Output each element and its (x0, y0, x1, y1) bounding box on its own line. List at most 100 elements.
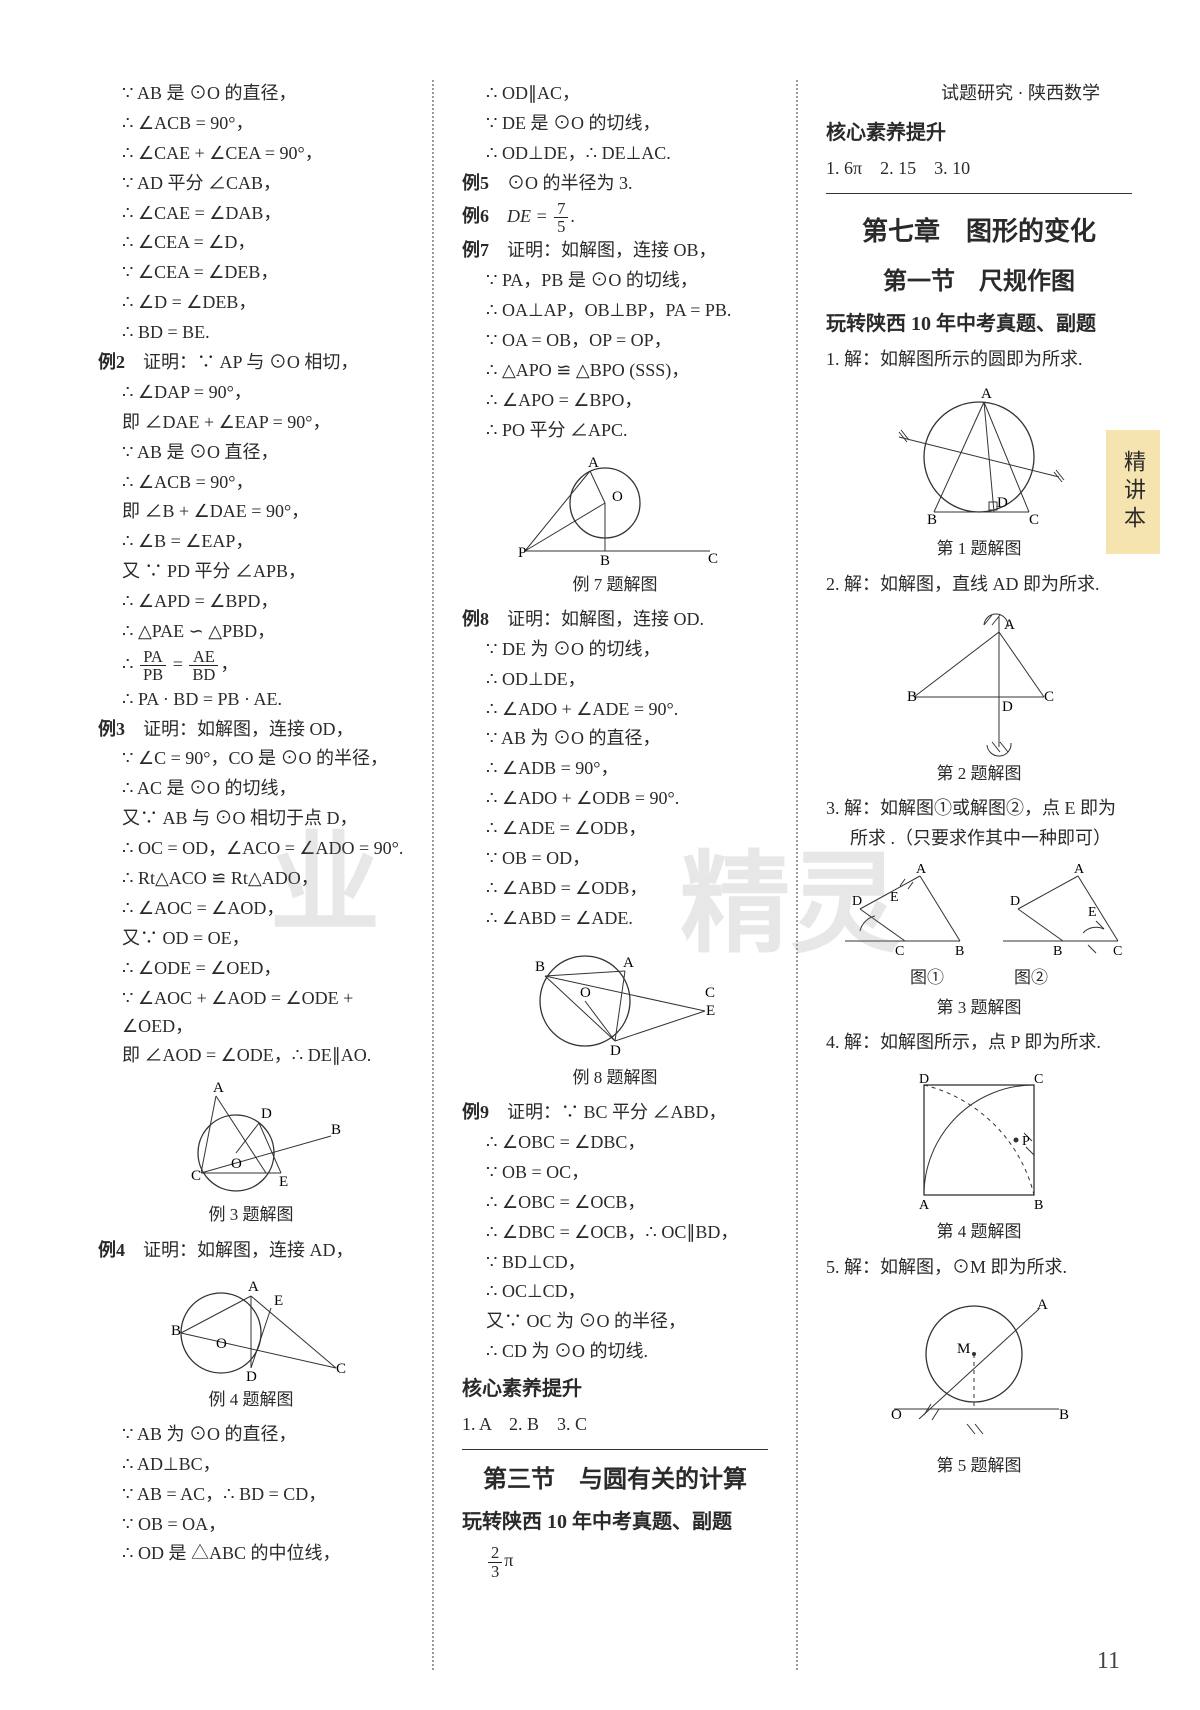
question-5-figure: A M O B 第 5 题解图 (826, 1289, 1132, 1479)
proof-line: ∴ PO 平分 ∠APC. (462, 417, 768, 445)
proof-line: ∴ ∠ODE = ∠OED， (98, 955, 404, 983)
question-4: 4. 解：如解图所示，点 P 即为所求. (826, 1029, 1132, 1057)
svg-text:C: C (1034, 1072, 1043, 1087)
svg-text:C: C (705, 985, 715, 1001)
svg-text:D: D (610, 1043, 621, 1059)
proof-line: ∴ CD 为 ⊙O 的切线. (462, 1338, 768, 1366)
svg-text:B: B (171, 1323, 181, 1339)
svg-text:B: B (955, 944, 964, 959)
page-header: 试题研究 · 陕西数学 (941, 80, 1100, 108)
proof-line: ∵ AB 为 ⊙O 的直径， (98, 1421, 404, 1449)
column-3: 核心素养提升 1. 6π 2. 15 3. 10 第七章 图形的变化 第一节 尺… (818, 80, 1140, 1670)
question-4-figure: D C A B P 第 4 题解图 (826, 1065, 1132, 1245)
svg-text:A: A (981, 386, 992, 402)
svg-text:B: B (1059, 1407, 1069, 1423)
svg-text:A: A (916, 862, 927, 877)
answer-line: 1. A 2. B 3. C (462, 1411, 768, 1439)
proof-line: ∴ Rt△ACO ≌ Rt△ADO， (98, 865, 404, 893)
svg-text:D: D (246, 1369, 257, 1383)
column-1: ∵ AB 是 ⊙O 的直径， ∴ ∠ACB = 90°， ∴ ∠CAE + ∠C… (90, 80, 412, 1670)
svg-text:A: A (248, 1279, 259, 1295)
svg-text:C: C (1044, 689, 1054, 705)
svg-text:E: E (274, 1293, 283, 1309)
proof-line: ∵ AD 平分 ∠CAB， (98, 170, 404, 198)
proof-line: ∵ OA = OB，OP = OP， (462, 327, 768, 355)
proof-line: ∴ OC = OD，∠ACO = ∠ADO = 90°. (98, 835, 404, 863)
question-1: 1. 解：如解图所示的圆即为所求. (826, 346, 1132, 374)
proof-line: 又 ∵ PD 平分 ∠APB， (98, 558, 404, 586)
proof-line: ∵ BD⊥CD， (462, 1249, 768, 1277)
svg-text:E: E (279, 1174, 288, 1190)
proof-line: ∴ ∠ADB = 90°， (462, 755, 768, 783)
proof-line: ∵ AB 是 ⊙O 直径， (98, 439, 404, 467)
svg-text:A: A (919, 1198, 930, 1213)
proof-line: ∴ ∠B = ∠EAP， (98, 528, 404, 556)
question-3-figure: A D E C B A D E B C (826, 861, 1132, 1022)
figure-caption: 图① (910, 965, 944, 991)
svg-text:M: M (957, 1341, 970, 1357)
proof-line: ∴ ∠ACB = 90°， (98, 110, 404, 138)
svg-text:P: P (518, 545, 526, 561)
svg-text:C: C (1029, 512, 1039, 528)
svg-text:O: O (580, 985, 591, 1001)
figure-caption: 第 2 题解图 (826, 761, 1132, 787)
proof-line: ∴ ∠ABD = ∠ODB， (462, 875, 768, 903)
column-divider (432, 80, 434, 1670)
svg-text:A: A (623, 955, 634, 971)
proof-line: ∴ △APO ≌ △BPO (SSS)， (462, 357, 768, 385)
proof-line: ∴ ∠ADO + ∠ODB = 90°. (462, 785, 768, 813)
proof-line: ∵ DE 为 ⊙O 的切线， (462, 636, 768, 664)
proof-line: ∴ ∠DBC = ∠OCB，∴ OC∥BD， (462, 1219, 768, 1247)
proof-line: ∵ AB = AC，∴ BD = CD， (98, 1481, 404, 1509)
question-2: 2. 解：如解图，直线 AD 即为所求. (826, 571, 1132, 599)
svg-text:O: O (216, 1336, 227, 1352)
play-title: 玩转陕西 10 年中考真题、副题 (462, 1507, 768, 1538)
answer-line: 1. 6π 2. 15 3. 10 (826, 155, 1132, 183)
svg-text:C: C (1113, 944, 1122, 959)
proof-line: ∴ ∠CAE + ∠CEA = 90°， (98, 140, 404, 168)
question-3b: 所求 .（只要求作其中一种即可） (826, 825, 1132, 853)
section-title: 第一节 尺规作图 (826, 264, 1132, 301)
proof-line: ∴ ∠OBC = ∠DBC， (462, 1129, 768, 1157)
proof-line: ∴ ∠APO = ∠BPO， (462, 387, 768, 415)
proof-line: ∴ ∠ABD = ∠ADE. (462, 905, 768, 933)
svg-text:D: D (261, 1106, 272, 1122)
proof-line: ∴ OD∥AC， (462, 80, 768, 108)
figure-caption: 例 4 题解图 (98, 1387, 404, 1413)
page-content: ∵ AB 是 ⊙O 的直径， ∴ ∠ACB = 90°， ∴ ∠CAE + ∠C… (0, 0, 1200, 1710)
proof-line: ∴ ∠ADO + ∠ADE = 90°. (462, 696, 768, 724)
proof-line: ∴ OC⊥CD， (462, 1278, 768, 1306)
svg-text:C: C (191, 1168, 201, 1184)
proof-line: 即 ∠AOD = ∠ODE，∴ DE∥AO. (98, 1042, 404, 1070)
svg-text:D: D (919, 1072, 929, 1087)
proof-line: ∵ OB = OC， (462, 1159, 768, 1187)
proof-line: ∵ PA，PB 是 ⊙O 的切线， (462, 267, 768, 295)
svg-text:B: B (907, 689, 917, 705)
example-9-header: 例9 证明：∵ BC 平分 ∠ABD， (462, 1099, 768, 1127)
example-2-header: 例2 证明：∵ AP 与 ⊙O 相切， (98, 349, 404, 377)
svg-text:A: A (588, 455, 599, 471)
chapter-title: 第七章 图形的变化 (826, 212, 1132, 252)
svg-text:A: A (213, 1080, 224, 1096)
column-divider (796, 80, 798, 1670)
svg-text:D: D (1002, 699, 1013, 715)
svg-text:E: E (706, 1003, 715, 1019)
example-4-header: 例4 证明：如解图，连接 AD， (98, 1237, 404, 1265)
section-3-title: 第三节 与圆有关的计算 (462, 1462, 768, 1499)
side-tab: 精讲本 (1106, 430, 1160, 554)
example-4-figure: A E B O D C 例 4 题解图 (98, 1273, 404, 1413)
example-7-header: 例7 证明：如解图，连接 OB， (462, 237, 768, 265)
proof-line: ∴ OD 是 △ABC 的中位线， (98, 1540, 404, 1568)
svg-text:B: B (1034, 1198, 1043, 1213)
svg-text:A: A (1037, 1297, 1048, 1313)
svg-text:O: O (612, 489, 623, 505)
core-competency-title: 核心素养提升 (462, 1374, 768, 1405)
proof-line: ∴ PA · BD = PB · AE. (98, 686, 404, 714)
proof-line: ∵ ∠CEA = ∠DEB， (98, 259, 404, 287)
svg-text:B: B (927, 512, 937, 528)
svg-text:D: D (997, 495, 1008, 511)
page-number: 11 (1097, 1643, 1120, 1680)
figure-caption: 图② (1014, 965, 1048, 991)
proof-line: ∴ AC 是 ⊙O 的切线， (98, 775, 404, 803)
svg-text:P: P (1022, 1134, 1030, 1149)
